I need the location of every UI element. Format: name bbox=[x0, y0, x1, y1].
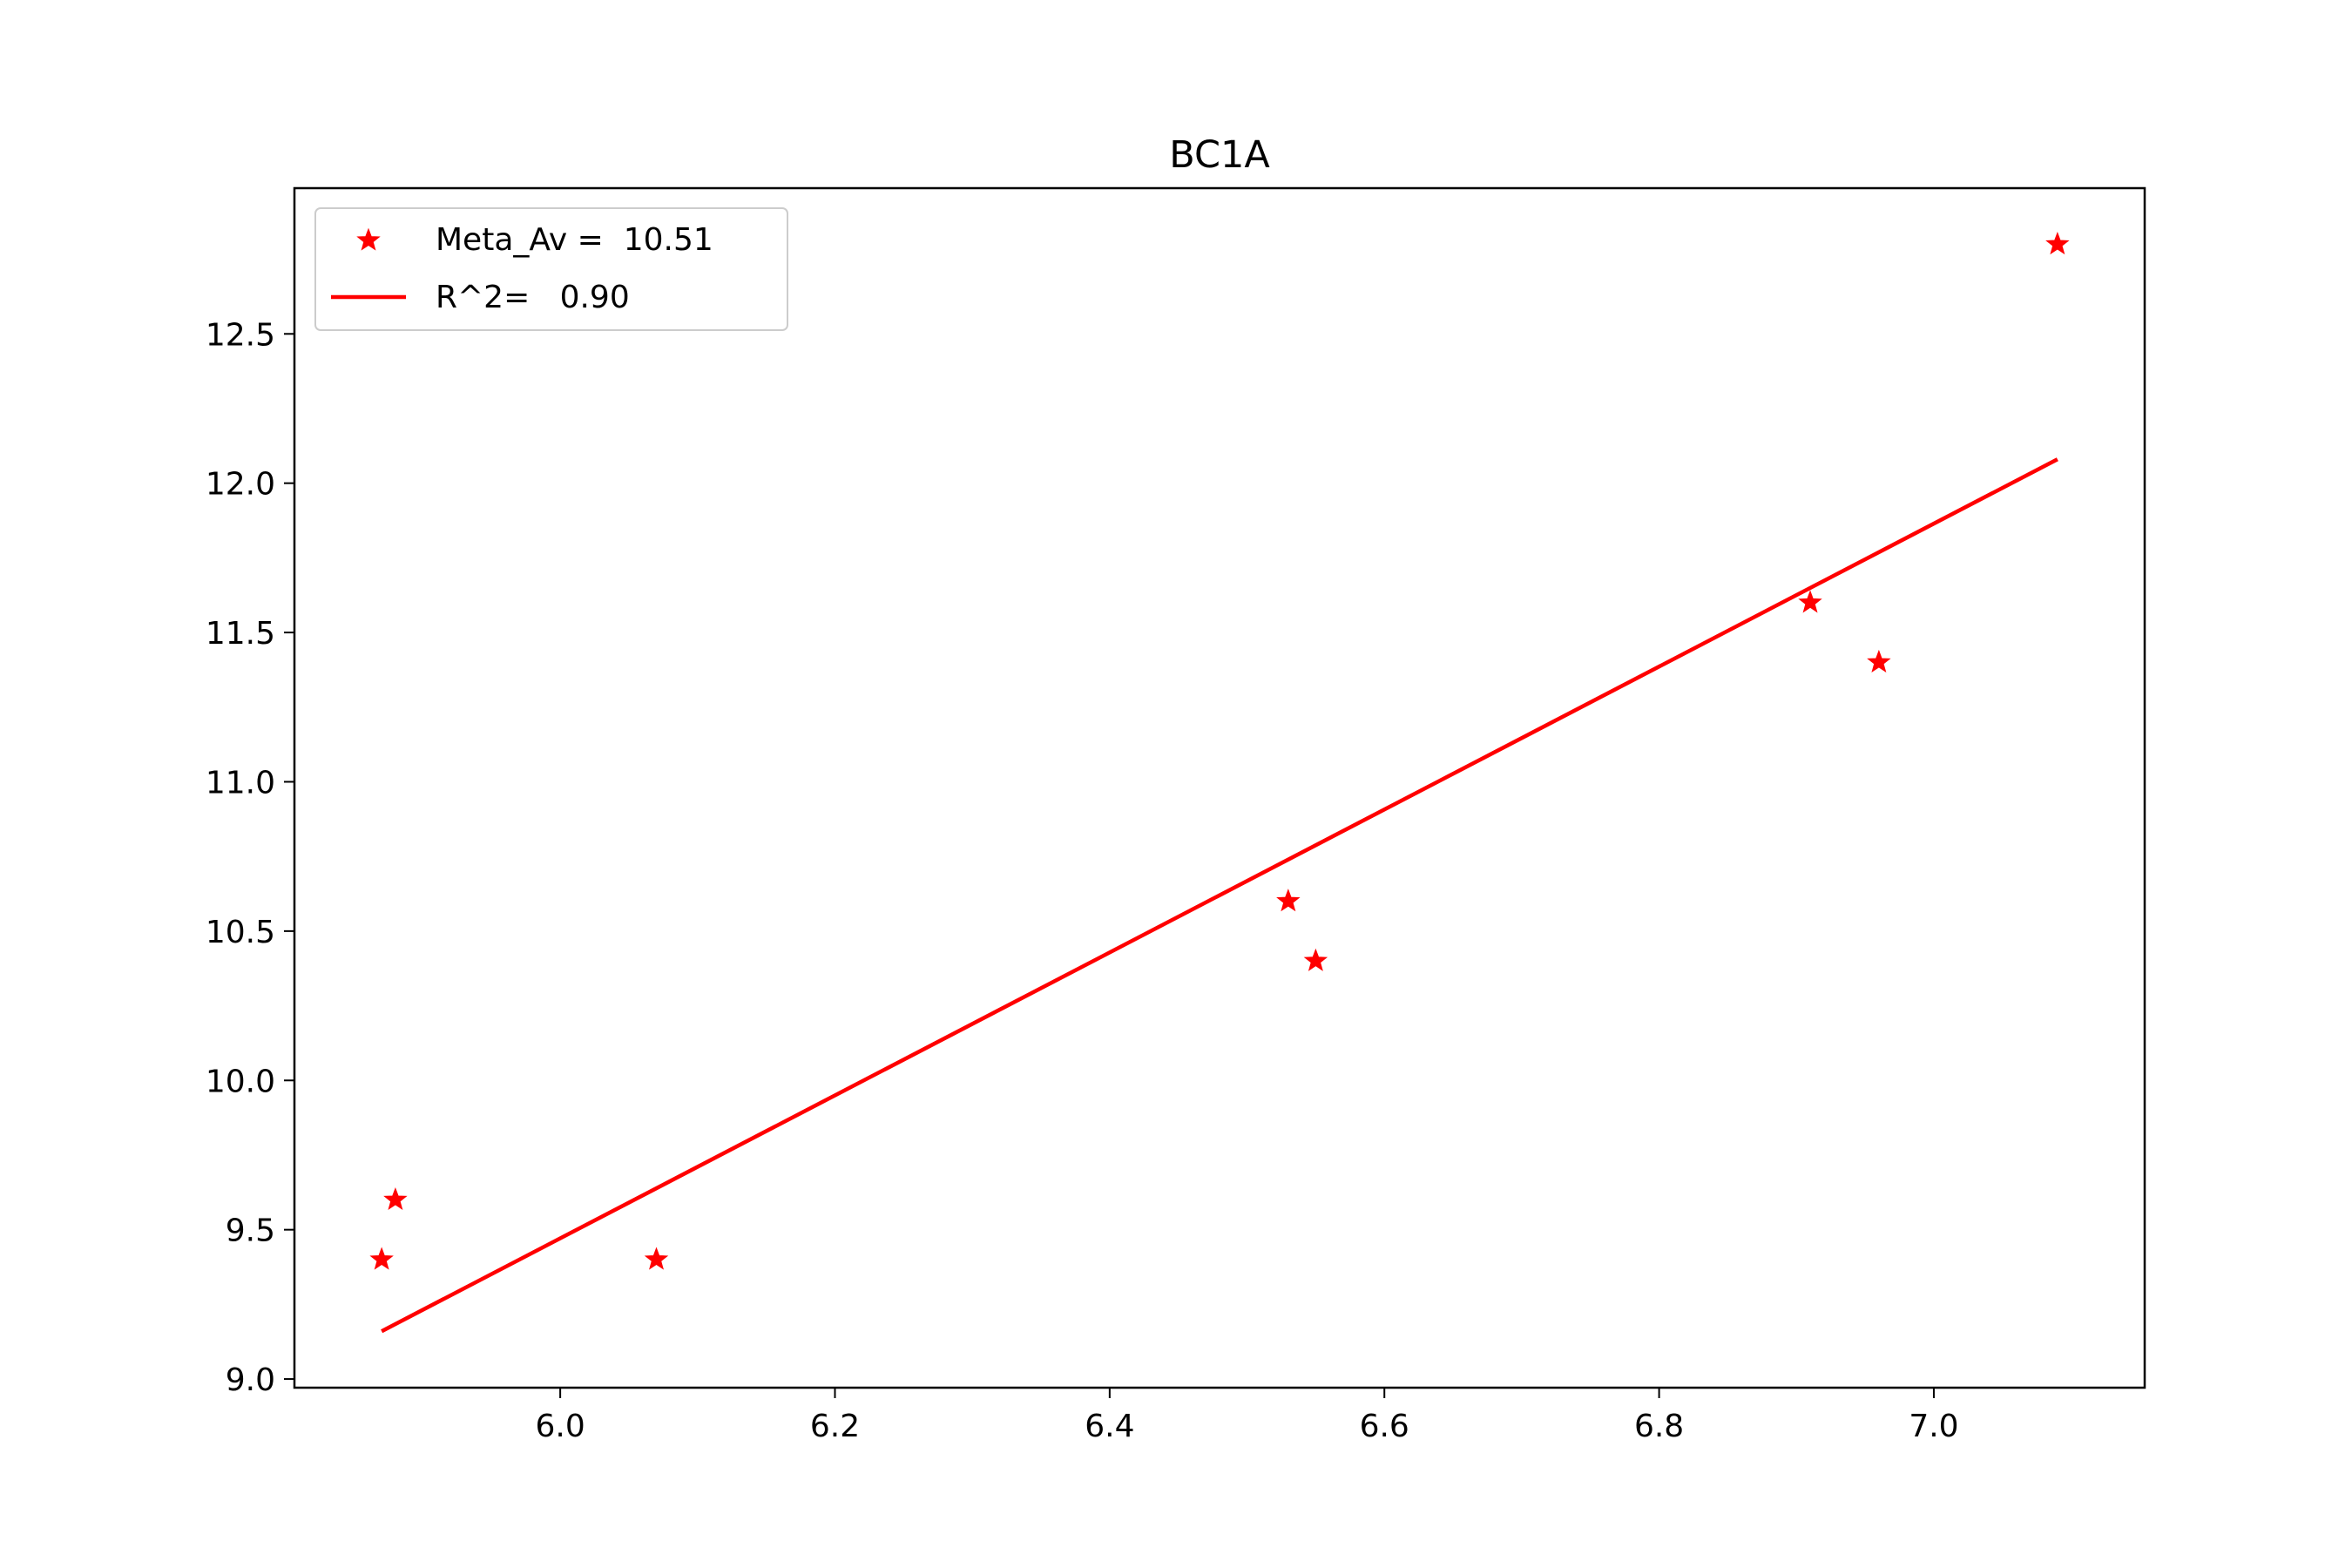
plot-area-frame bbox=[293, 186, 2146, 1389]
plot-marks bbox=[369, 232, 2070, 1334]
y-tick-label: 12.0 bbox=[206, 467, 275, 503]
legend-marker-meta-av bbox=[356, 227, 381, 251]
x-tick-label: 6.8 bbox=[1634, 1409, 1684, 1444]
data-point-star bbox=[1798, 590, 1822, 613]
x-tick-label: 6.2 bbox=[810, 1409, 860, 1444]
data-point-star bbox=[383, 1186, 408, 1211]
fit-line bbox=[381, 457, 2058, 1334]
y-tick-label: 9.0 bbox=[226, 1362, 275, 1398]
chart-title: BC1A bbox=[1169, 133, 1270, 177]
legend-label-r-squared: R^2= 0.90 bbox=[436, 280, 630, 315]
data-point-star bbox=[369, 1247, 394, 1270]
y-tick-label: 12.5 bbox=[206, 317, 275, 353]
y-axis: 9.0 9.5 10.0 10.5 11.0 11.5 12.0 12.5 bbox=[206, 317, 294, 1398]
legend-label-meta-av: Meta_Av = 10.51 bbox=[436, 222, 713, 258]
y-tick-label: 10.0 bbox=[206, 1064, 275, 1099]
y-tick-label: 10.5 bbox=[206, 915, 275, 950]
x-tick-label: 6.0 bbox=[535, 1409, 585, 1444]
y-tick-label: 9.5 bbox=[226, 1213, 275, 1249]
data-point-star bbox=[2045, 232, 2070, 255]
data-point-star bbox=[644, 1247, 669, 1270]
y-tick-label: 11.5 bbox=[206, 616, 275, 652]
data-point-star bbox=[1867, 649, 1891, 673]
data-point-star bbox=[1303, 948, 1328, 971]
x-tick-label: 6.6 bbox=[1360, 1409, 1409, 1444]
legend-box bbox=[314, 207, 788, 331]
legend: Meta_Av = 10.51 R^2= 0.90 bbox=[314, 207, 788, 331]
legend-star-icon bbox=[356, 227, 381, 251]
x-tick-label: 7.0 bbox=[1909, 1409, 1958, 1444]
y-tick-label: 11.0 bbox=[206, 765, 275, 801]
data-point-star bbox=[1276, 889, 1301, 912]
x-tick-label: 6.4 bbox=[1085, 1409, 1134, 1444]
x-axis: 6.0 6.2 6.4 6.6 6.8 7.0 bbox=[535, 1388, 1959, 1444]
